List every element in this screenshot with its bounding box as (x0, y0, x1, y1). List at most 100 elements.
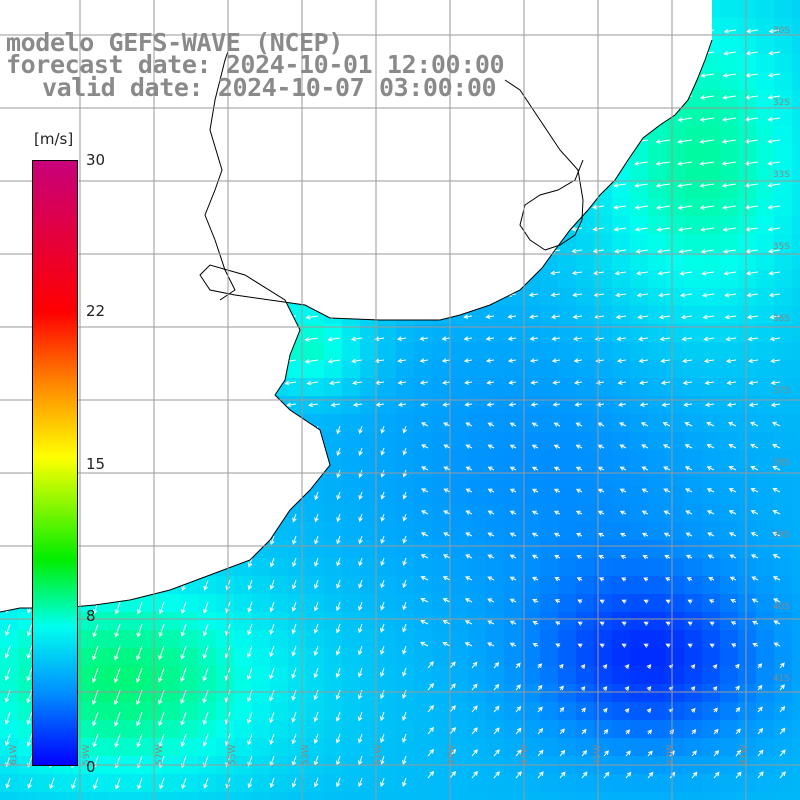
speed-cell (702, 396, 720, 414)
wind-arrow-icon (336, 513, 341, 523)
speed-cell (342, 630, 360, 648)
wind-arrow-icon (27, 777, 33, 789)
wind-arrow-icon (92, 623, 99, 638)
speed-cell (432, 396, 450, 414)
speed-cell (720, 108, 738, 126)
speed-cell (702, 630, 720, 648)
wind-arrow-icon (508, 402, 517, 407)
speed-cell (144, 666, 162, 684)
wind-arrow-icon (614, 248, 627, 254)
speed-cell (792, 90, 800, 108)
speed-cell (594, 522, 612, 540)
speed-cell (198, 720, 216, 738)
speed-cell (540, 342, 558, 360)
wind-arrow-icon (402, 579, 407, 589)
speed-cell (648, 288, 666, 306)
wind-arrow-icon (358, 425, 363, 435)
speed-cell (756, 162, 774, 180)
speed-cell (432, 558, 450, 576)
speed-cell (108, 792, 126, 800)
speed-cell (324, 648, 342, 666)
wind-arrow-icon (291, 777, 297, 788)
speed-cell (468, 594, 486, 612)
speed-cell (558, 342, 576, 360)
speed-cell (720, 324, 738, 342)
wind-arrow-icon (420, 641, 429, 647)
speed-cell (738, 252, 756, 270)
wind-arrow-icon (779, 705, 786, 713)
speed-cell (486, 432, 504, 450)
speed-cell (306, 360, 324, 378)
speed-cell (648, 252, 666, 270)
speed-cell (360, 594, 378, 612)
wind-arrow-icon (353, 402, 363, 408)
wind-arrow-icon (708, 599, 715, 604)
wind-arrow-icon (181, 777, 187, 790)
wind-arrow-icon (575, 466, 583, 471)
wind-arrow-icon (358, 513, 363, 523)
speed-cell (378, 378, 396, 396)
wind-arrow-icon (135, 667, 143, 683)
wind-arrow-icon (685, 488, 693, 493)
speed-cell (504, 702, 522, 720)
speed-cell (648, 720, 666, 738)
speed-cell (126, 738, 144, 756)
wind-arrow-icon (643, 577, 649, 582)
wind-arrow-icon (358, 491, 363, 500)
speed-cell (666, 288, 684, 306)
speed-cell (468, 450, 486, 468)
speed-cell (774, 126, 792, 144)
wind-arrow-icon (397, 358, 407, 364)
wind-arrow-icon (712, 664, 718, 669)
speed-cell (630, 522, 648, 540)
speed-cell (288, 360, 306, 378)
wind-arrow-icon (680, 314, 693, 320)
speed-cell (540, 594, 558, 612)
speed-cell (324, 612, 342, 630)
wind-arrow-icon (701, 270, 715, 276)
speed-cell (486, 306, 504, 324)
wind-arrow-icon (419, 358, 429, 363)
speed-cell (558, 540, 576, 558)
speed-cell (450, 360, 468, 378)
speed-cell (558, 792, 576, 800)
speed-cell (234, 720, 252, 738)
speed-cell (216, 648, 234, 666)
speed-cell (684, 612, 702, 630)
speed-cell (360, 522, 378, 540)
wind-arrow-icon (748, 380, 759, 386)
speed-cell (504, 774, 522, 792)
speed-cell (180, 702, 198, 720)
wind-arrow-icon (708, 576, 715, 582)
speed-cell (162, 594, 180, 612)
speed-cell (306, 720, 324, 738)
wind-arrow-icon (634, 226, 649, 232)
speed-cell (594, 378, 612, 396)
speed-cell (504, 306, 522, 324)
wind-arrow-icon (769, 336, 781, 342)
speed-cell (306, 792, 324, 800)
wind-arrow-icon (684, 466, 693, 471)
speed-cell (702, 702, 720, 720)
speed-cell (486, 774, 504, 792)
wind-arrow-icon (617, 402, 627, 407)
speed-cell (540, 684, 558, 702)
speed-cell (576, 522, 594, 540)
speed-cell (360, 486, 378, 504)
speed-cell (558, 396, 576, 414)
speed-cell (576, 252, 594, 270)
speed-cell (324, 540, 342, 558)
wind-arrow-icon (721, 161, 737, 166)
speed-cell (378, 522, 396, 540)
speed-cell (306, 594, 324, 612)
wind-arrow-icon (641, 510, 649, 515)
speed-cell (468, 612, 486, 630)
speed-cell (576, 342, 594, 360)
wind-arrow-icon (515, 705, 522, 713)
speed-cell (468, 378, 486, 396)
wind-arrow-icon (26, 711, 33, 726)
speed-cell (342, 450, 360, 468)
speed-cell (630, 252, 648, 270)
speed-cell (486, 594, 504, 612)
speed-cell (108, 702, 126, 720)
